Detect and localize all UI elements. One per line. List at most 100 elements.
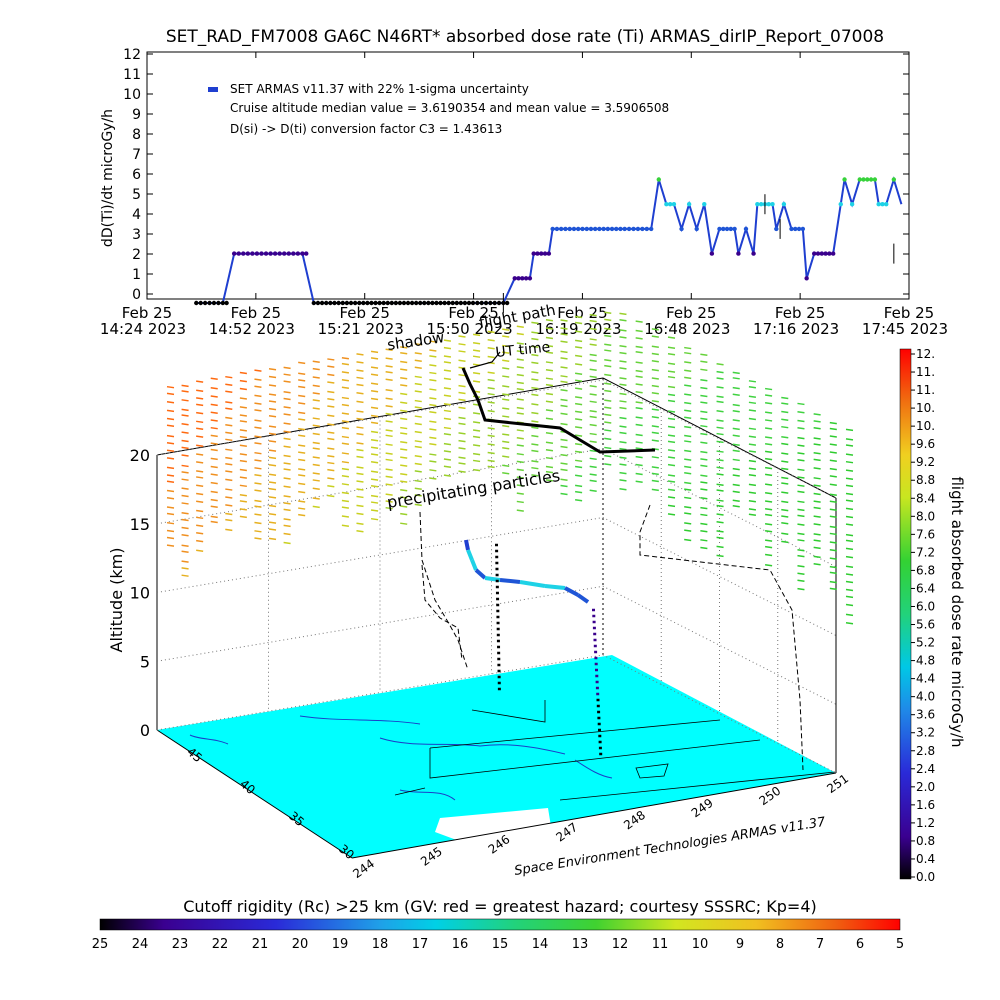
- lon-tick-label: 251: [824, 771, 851, 796]
- rigidity-colorbar-bar: [99, 918, 901, 931]
- curtain-dash: [312, 472, 320, 475]
- curtain-dash: [487, 465, 495, 469]
- curtain-dash: [545, 441, 554, 444]
- curtain-dash: [813, 523, 821, 526]
- curtain-dash: [748, 500, 757, 503]
- curtain-dash: [254, 505, 262, 508]
- curtain-dash: [298, 458, 306, 462]
- curtain-dash: [604, 454, 612, 458]
- curtain-dash: [684, 481, 692, 485]
- curtain-dash: [341, 396, 350, 400]
- colorbar-tick-label: 3.2: [916, 726, 935, 740]
- curtain-dash: [531, 345, 539, 349]
- dose-colorbar: 0.0 0.4 0.8 1.2 1.6 2.0 2.4 2.8 3.2 3.6 4.0 4.4 4.8 5…: [899, 347, 966, 884]
- z-tick-label: 0: [140, 721, 150, 740]
- curtain-dash: [845, 613, 854, 617]
- dose-rate-point: [397, 300, 403, 306]
- curtain-dash: [732, 377, 740, 380]
- curtain-dash: [283, 462, 291, 465]
- curtain-dash: [732, 458, 740, 462]
- curtain-dash: [845, 523, 854, 526]
- ground-map-details: [189, 715, 613, 801]
- dose-rate-point: [743, 226, 749, 232]
- dose-rate-point: [263, 251, 269, 256]
- curtain-dash: [429, 397, 437, 400]
- grid-line: [156, 379, 837, 499]
- curtain-dash: [516, 373, 524, 377]
- dose-rate-point: [211, 300, 217, 306]
- dose-rate-point: [520, 276, 525, 281]
- curtain-dash: [502, 415, 510, 418]
- curtain-dash: [545, 470, 554, 474]
- colorbar-tick-label: 10.: [916, 419, 935, 433]
- curtain-dash: [472, 371, 481, 375]
- curtain-dash: [429, 469, 437, 472]
- curtain-dash: [797, 402, 805, 406]
- z-tick-label: 20: [130, 446, 150, 465]
- curtain-dash: [341, 379, 350, 382]
- curtain-dash: [635, 472, 643, 476]
- rigidity-tick-label: 21: [252, 937, 269, 952]
- dose-rate-point: [236, 251, 241, 256]
- dose-rate-point: [644, 226, 649, 232]
- xtick-label-line1: Feb 25: [122, 304, 172, 322]
- curtain-dash: [764, 419, 773, 422]
- curtain-dash: [225, 416, 233, 420]
- curtain-dash: [327, 414, 335, 417]
- curtain-dash: [545, 449, 554, 452]
- curtain-dash: [181, 471, 189, 474]
- curtain-dash: [516, 460, 524, 464]
- curtain-dash: [560, 412, 568, 416]
- curtain-dash: [651, 335, 659, 338]
- curtain-dash: [589, 423, 597, 427]
- dose-rate-point: [823, 251, 828, 256]
- curtain-dash: [813, 467, 821, 470]
- curtain-dash: [254, 409, 262, 412]
- curtain-dash: [764, 466, 773, 470]
- curtain-dash: [797, 500, 805, 504]
- curtain-dash: [684, 538, 692, 542]
- curtain-dash: [443, 409, 452, 413]
- curtain-dash: [651, 384, 659, 388]
- rigidity-tick-label: 25: [92, 937, 109, 952]
- curtain-dash: [298, 451, 306, 454]
- curtain-dash: [239, 468, 247, 472]
- curtain-dash: [604, 406, 612, 409]
- curtain-dash: [545, 327, 554, 330]
- curtain-dash: [732, 474, 740, 477]
- curtain-dash: [732, 443, 740, 446]
- curtain-dash: [254, 369, 262, 372]
- dose-rate-point: [202, 300, 208, 306]
- lon-tick-label: 244: [350, 856, 377, 881]
- curtain-dash: [254, 378, 262, 381]
- curtain-dash: [560, 484, 568, 488]
- dose-curtain: [166, 311, 854, 625]
- curtain-dash: [283, 477, 291, 480]
- curtain-dash: [684, 472, 692, 475]
- curtain-dash: [487, 443, 495, 446]
- curtain-dash: [845, 469, 854, 472]
- curtain-dash: [502, 375, 510, 378]
- curtain-dash: [716, 521, 724, 524]
- curtain-dash: [797, 587, 805, 591]
- curtain-dash: [516, 342, 524, 345]
- ytick-label: 4: [132, 207, 141, 223]
- curtain-dash: [254, 402, 262, 405]
- curtain-dash: [356, 391, 364, 395]
- colorbar-tick-label: 12.: [916, 347, 935, 361]
- curtain-dash: [385, 493, 393, 496]
- dose-rate-point: [393, 300, 399, 306]
- curtain-dash: [531, 361, 539, 365]
- curtain-dash: [268, 496, 277, 499]
- curtain-dash: [458, 398, 466, 402]
- curtain-dash: [845, 573, 854, 576]
- curtain-dash: [181, 574, 189, 577]
- curtain-dash: [732, 490, 740, 494]
- curtain-dash: [764, 411, 773, 414]
- curtain-dash: [516, 325, 524, 329]
- curtain-dash: [781, 476, 789, 480]
- curtain-dash: [545, 417, 554, 421]
- lon-tick-label: 250: [757, 784, 784, 809]
- curtain-dash: [400, 346, 408, 349]
- dose-rate-point: [430, 300, 435, 306]
